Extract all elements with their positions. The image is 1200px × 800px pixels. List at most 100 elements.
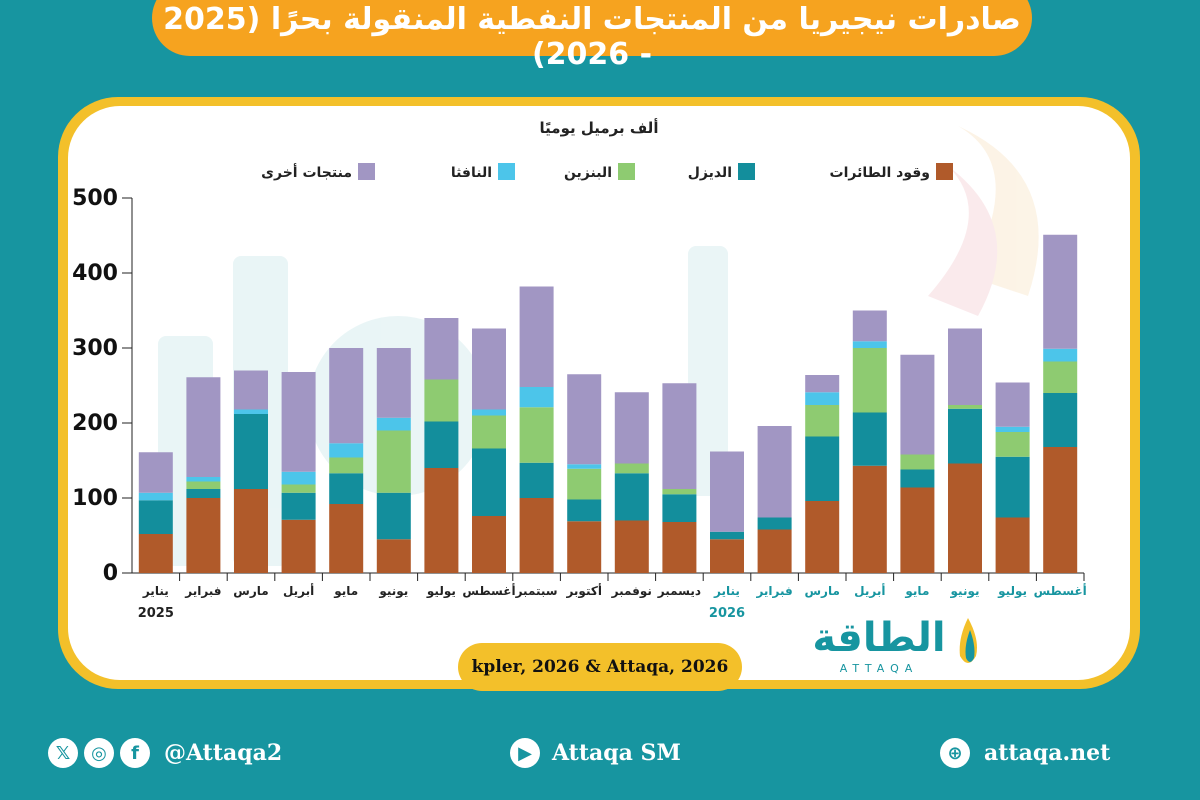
footer-website: ⊕ attaqa.net [940, 733, 1110, 773]
bar-segment [567, 468, 602, 500]
youtube-channel[interactable]: Attaqa SM [552, 740, 681, 766]
title-banner: صادرات نيجيريا من المنتجات النفطية المنق… [152, 0, 1032, 72]
legend-swatch [738, 163, 755, 180]
bar-segment [329, 443, 364, 458]
legend-swatch [618, 163, 635, 180]
bar-segment [138, 534, 173, 573]
legend-swatch [358, 163, 375, 180]
bar-segment [519, 387, 554, 408]
chart-title: صادرات نيجيريا من المنتجات النفطية المنق… [163, 2, 1021, 72]
legend-label: النافثا [451, 165, 492, 181]
bar-segment [805, 405, 840, 437]
x-tick-label: يناير [713, 584, 740, 598]
bar-segment [1043, 447, 1078, 573]
bar-segment [710, 451, 744, 532]
bar-segment [805, 392, 840, 405]
bar-segment [852, 465, 887, 573]
bar-segment [281, 372, 316, 472]
bar-segment [329, 348, 364, 444]
bar-segment [614, 473, 649, 521]
website-link[interactable]: attaqa.net [984, 740, 1111, 766]
x-tick-label: أغسطس [462, 583, 515, 598]
bar-segment [186, 377, 221, 477]
bar-segment [995, 517, 1030, 573]
bar-segment [1043, 361, 1078, 393]
youtube-icon[interactable]: ▶ [510, 738, 540, 768]
bar-segment [138, 492, 173, 501]
bar-segment [662, 494, 697, 522]
bar-segment [376, 539, 411, 573]
brand-logo: الطاقة ATTAQA [800, 612, 990, 684]
x-tick-label: يونيو [378, 584, 408, 599]
bar-segment [519, 286, 554, 387]
x-tick-label: فبراير [184, 584, 221, 598]
x-tick-label: يناير [142, 584, 169, 598]
legend-label: الديزل [688, 165, 732, 181]
bar-segment [472, 516, 506, 573]
bar-segment [1043, 348, 1078, 362]
legend-swatch [498, 163, 515, 180]
bar-segment [376, 417, 411, 431]
bar-segment [614, 463, 649, 474]
bar-segment [995, 432, 1030, 457]
chart-card: ألف برميل يوميًا وقود الطائرات الديزل البن… [68, 106, 1130, 680]
bar-segment [662, 383, 697, 489]
source-label: kpler, 2026 & Attaqa, 2026 [458, 643, 742, 691]
bar-segment [995, 456, 1030, 518]
x-tick-label: أكتوبر [565, 583, 601, 599]
drop-logo-icon [959, 618, 977, 663]
x-tick-label: نوفمبر [611, 584, 652, 599]
stacked-bar-chart: ألف برميل يوميًا وقود الطائرات الديزل البن… [72, 118, 1087, 621]
bar-segment [424, 318, 459, 380]
y-tick-label: 400 [72, 261, 118, 286]
bar-segment [948, 463, 982, 573]
brand-name: الطاقة [812, 615, 946, 661]
legend-label: البنزين [564, 165, 612, 181]
footer-social: 𝕏 ◎ f @Attaqa2 [48, 733, 282, 773]
bar-segment [186, 498, 221, 573]
bar-segment [281, 471, 316, 485]
y-tick-label: 500 [72, 186, 118, 211]
bar-segment [662, 489, 697, 495]
bar-segment [805, 375, 840, 393]
x-tick-label: يوليو [426, 584, 456, 599]
x-tick-label: مايو [904, 584, 929, 599]
bar-segment [519, 498, 554, 573]
bar-segment [567, 499, 602, 522]
bar-segment [900, 354, 935, 455]
legend-swatch [936, 163, 953, 180]
bar-segment [424, 468, 459, 573]
social-handle[interactable]: @Attaqa2 [164, 740, 283, 766]
bar-segment [186, 481, 221, 489]
bar-segment [281, 519, 316, 573]
bar-segment [757, 529, 792, 573]
bar-segment [710, 531, 744, 540]
bar-segment [472, 409, 506, 416]
bar-segment [329, 504, 364, 573]
facebook-icon[interactable]: f [120, 738, 150, 768]
x-tick-label: يوليو [997, 584, 1027, 599]
brand-latin: ATTAQA [839, 662, 919, 675]
bar-segment [138, 500, 173, 534]
bar-segment [710, 539, 744, 573]
bar-segment [614, 520, 649, 573]
x-axis: يناير 2025 فبراير مارس أبريل مايو يونيو يوليو أغ… [138, 583, 1087, 621]
y-tick-label: 200 [72, 411, 118, 436]
x-tick-label: أبريل [283, 583, 314, 598]
instagram-icon[interactable]: ◎ [84, 738, 114, 768]
bar-segment [900, 487, 935, 573]
bar-segment [852, 310, 887, 342]
bar-segment [614, 392, 649, 464]
globe-icon[interactable]: ⊕ [940, 738, 970, 768]
legend-label: منتجات أخرى [261, 163, 352, 181]
bars [138, 234, 1085, 581]
bar-segment [805, 436, 840, 501]
bar-segment [757, 517, 792, 530]
x-tick-label: مارس [233, 584, 268, 598]
bar-segment [472, 328, 506, 410]
x-icon[interactable]: 𝕏 [48, 738, 78, 768]
bar-segment [234, 414, 268, 489]
bar-segment [662, 522, 697, 573]
bar-segment [472, 415, 506, 449]
x-tick-label: سبتمبر [515, 584, 558, 598]
